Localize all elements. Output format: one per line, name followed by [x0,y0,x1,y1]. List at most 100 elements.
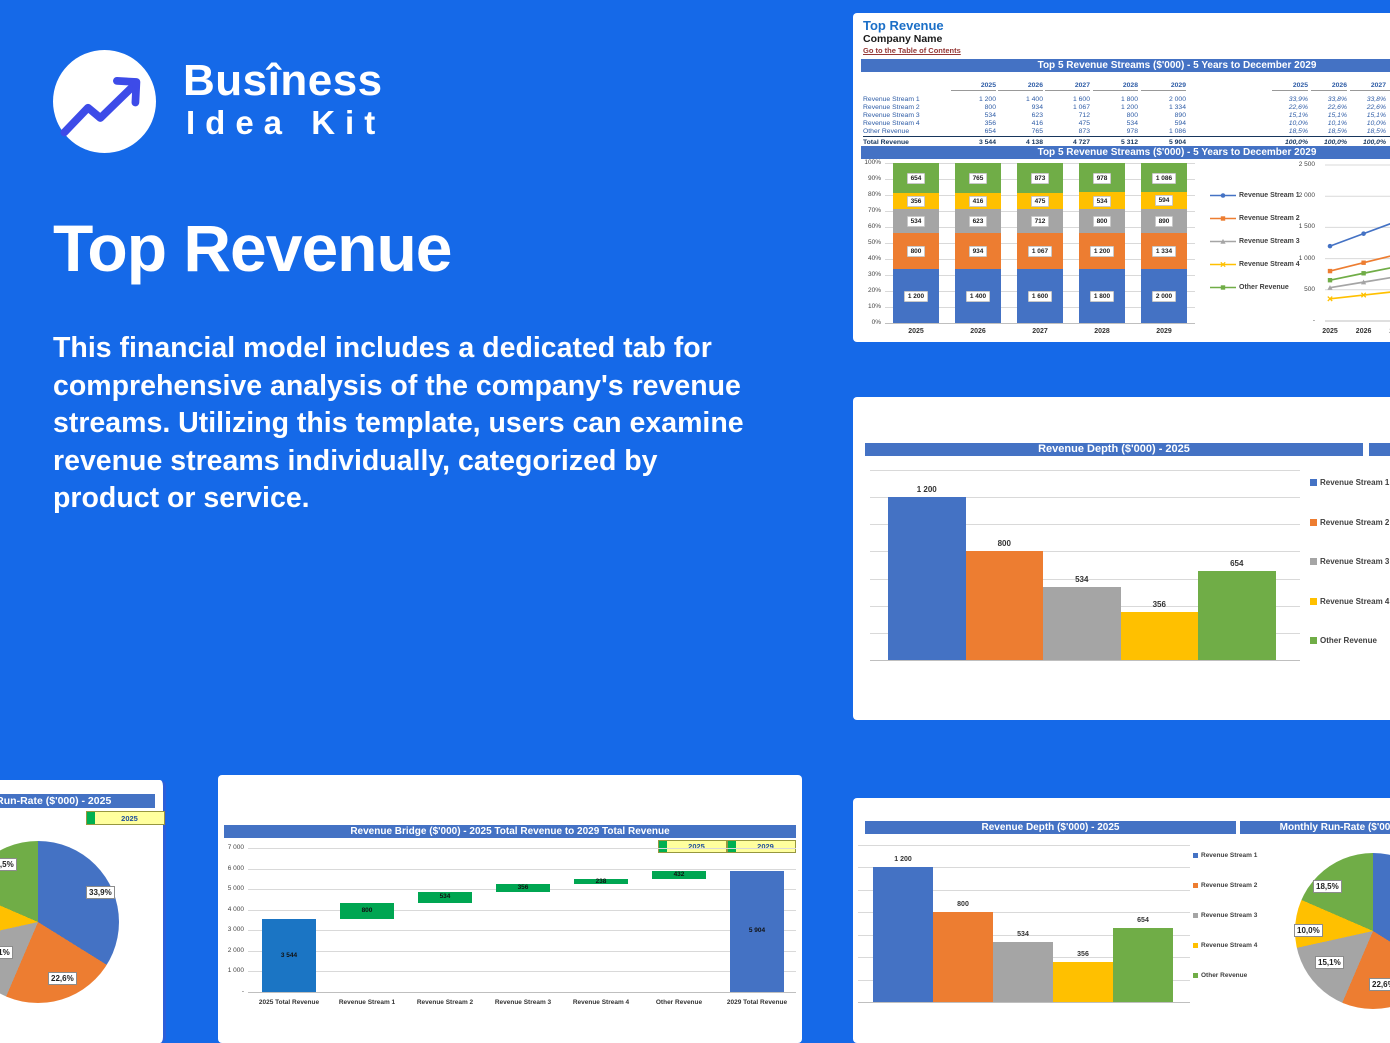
y-axis-tick-label: 6 000 [227,864,244,872]
bridge-year-to-selector[interactable]: 2029 [727,840,796,853]
legend-label: Other Revenue [1201,972,1248,979]
bar-segment-value: 934 [968,245,988,257]
table-cell-value: 623 [1031,112,1043,119]
table-year-header: 2027 [1045,81,1090,91]
bar-segment-value: 1 200 [903,290,929,302]
legend-label: Revenue Stream 2 [1201,882,1258,889]
selector-tab-icon [87,812,95,824]
y-axis-tick-label: 100% [864,159,881,166]
bar-segment-value: 890 [1154,215,1174,227]
bar-segment-value: 356 [906,195,926,207]
table-row-label: Other Revenue [863,128,910,135]
depth-bar [888,497,966,660]
table-cell-pct: 22,6% [1327,104,1347,111]
bridge-title: Revenue Bridge ($'000) - 2025 Total Reve… [350,826,670,837]
bar-segment-label: 416 [947,195,1009,207]
legend-item: Other Revenue [1210,283,1289,292]
gridline [858,934,1190,936]
hero-section: Busîness Idea Kit Top Revenue This finan… [53,50,744,514]
pie-slice-label: 15,1% [1315,956,1344,969]
line-series [1329,276,1390,289]
table-total-pct: 100,0% [1284,139,1308,146]
table-of-contents-link[interactable]: Go to the Table of Contents [863,46,961,55]
legend-label: Revenue Stream 1 [1239,192,1300,199]
waterfall-bar-label: 3 544 [280,951,298,959]
table-total-rule [863,136,1390,137]
legend-swatch-icon [1193,913,1198,918]
bar-segment-label: 800 [885,245,947,257]
table-cell-value: 800 [1126,112,1138,119]
depth-bar-label: 654 [1230,559,1244,569]
gridline [870,469,1300,471]
table-year-header: 2028 [1093,81,1138,91]
bridge-title-bar: Revenue Bridge ($'000) - 2025 Total Reve… [224,825,796,838]
legend-label: Revenue Stream 4 [1239,261,1300,268]
bar-segment-value: 594 [1154,195,1174,207]
waterfall-chart: 7 000 6 000 5 000 4 000 3 000 2 000 1 000 - 3 54… [218,775,802,1043]
table-cell-pct: 18,5% [1288,128,1308,135]
x-axis-label: 2028 [1094,328,1110,335]
legend-marker-icon [1210,261,1236,268]
spreadsheet-panel-revenue-bridge: Revenue Bridge ($'000) - 2025 Total Reve… [218,775,802,1043]
legend-marker-icon [1210,216,1236,221]
gridline [248,971,796,973]
table-cell-pct: 22,6% [1366,104,1386,111]
bar-segment-label: 765 [947,172,1009,184]
y-axis-tick-label: 80% [867,191,881,198]
table-cell-value: 534 [984,112,996,119]
gridline [858,889,1190,891]
waterfall-bar [730,870,784,992]
table-total-value: 5 312 [1120,139,1138,146]
table-cell-value: 800 [984,104,996,111]
legend-swatch-icon [1310,479,1317,486]
bar-segment-value: 1 334 [1151,245,1177,257]
depth-bar [1120,611,1198,660]
legend-marker-icon [1210,193,1236,198]
waterfall-bar-label: 356 [517,883,529,891]
table-row-label: Revenue Stream 3 [863,112,920,119]
selector-value: 2025 [688,842,705,851]
run-rate2-pie-chart: 22,6% 15,1% 10,0% 18,5% [853,798,1390,1043]
line-y-tick-label: 2 000 [1298,192,1315,200]
legend-item: Revenue Stream 4 [1193,942,1257,949]
table-total-value: 3 544 [978,139,996,146]
table-total-pct: 100,0% [1323,139,1347,146]
legend-swatch-icon [1310,597,1317,605]
line-series [1329,291,1390,300]
bar-segment-value: 765 [968,172,988,184]
table-year-header: 2026 [998,81,1043,91]
table-cell-pct: 15,1% [1288,112,1308,119]
bar-segment-value: 1 600 [1027,290,1053,302]
bar-segment-label: 1 067 [1009,245,1071,257]
table-cell-value: 978 [1126,128,1138,135]
x-axis-label: 2025 Total Revenue [258,999,320,1006]
bridge-year-from-selector[interactable]: 2025 [658,840,727,853]
depth-bar [873,867,933,1002]
year-selector[interactable]: 2025 [86,811,165,825]
y-axis-tick-label: - [241,988,244,995]
waterfall-bar [340,902,394,920]
legend-swatch-icon [1193,973,1198,978]
table-row-label: Revenue Stream 1 [863,96,920,103]
line-y-tick-label: 1 500 [1298,223,1315,231]
x-axis-label: 2026 [970,328,986,335]
waterfall-bar-label: 5 904 [748,927,766,935]
bar-segment-label: 873 [1009,172,1071,184]
gridline [870,660,1300,661]
depth-bar-label: 534 [1017,930,1029,938]
depth-chart-legend: Revenue Stream 1 Revenue Stream 2 Revenue … [853,397,1390,720]
line-y-tick-label: - [1312,317,1315,324]
bar-segment-label: 654 [885,172,947,184]
x-axis-label: 2027 [1032,328,1048,335]
brand-logo-icon [53,50,156,153]
bar-segment-value: 800 [906,245,926,257]
bar-segment-label: 356 [885,195,947,207]
table-total-label: Total Revenue [863,139,909,146]
gridline [858,1002,1190,1003]
legend-item: Other Revenue [1310,636,1377,645]
depth-bar-label: 356 [1152,599,1166,609]
run-rate-title-bar: Monthly Run-Rate ($'000) - 2025 [0,794,155,808]
run-rate-pie-chart: 33,9% 22,6% 15,1% 18,5% [0,780,163,1043]
table-cell-pct: 33,8% [1327,96,1347,103]
